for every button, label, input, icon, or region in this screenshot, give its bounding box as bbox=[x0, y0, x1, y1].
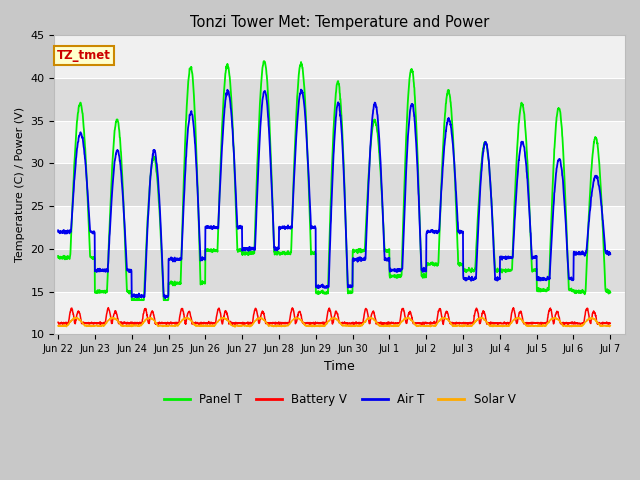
Text: TZ_tmet: TZ_tmet bbox=[57, 49, 111, 62]
Legend: Panel T, Battery V, Air T, Solar V: Panel T, Battery V, Air T, Solar V bbox=[159, 388, 520, 410]
Title: Tonzi Tower Met: Temperature and Power: Tonzi Tower Met: Temperature and Power bbox=[190, 15, 490, 30]
X-axis label: Time: Time bbox=[324, 360, 355, 372]
Bar bbox=[54, 121, 625, 164]
Bar bbox=[54, 249, 625, 292]
Bar bbox=[54, 292, 625, 334]
Bar bbox=[54, 36, 625, 78]
Bar bbox=[54, 164, 625, 206]
Y-axis label: Temperature (C) / Power (V): Temperature (C) / Power (V) bbox=[15, 107, 25, 263]
Bar bbox=[54, 206, 625, 249]
Bar bbox=[54, 78, 625, 121]
